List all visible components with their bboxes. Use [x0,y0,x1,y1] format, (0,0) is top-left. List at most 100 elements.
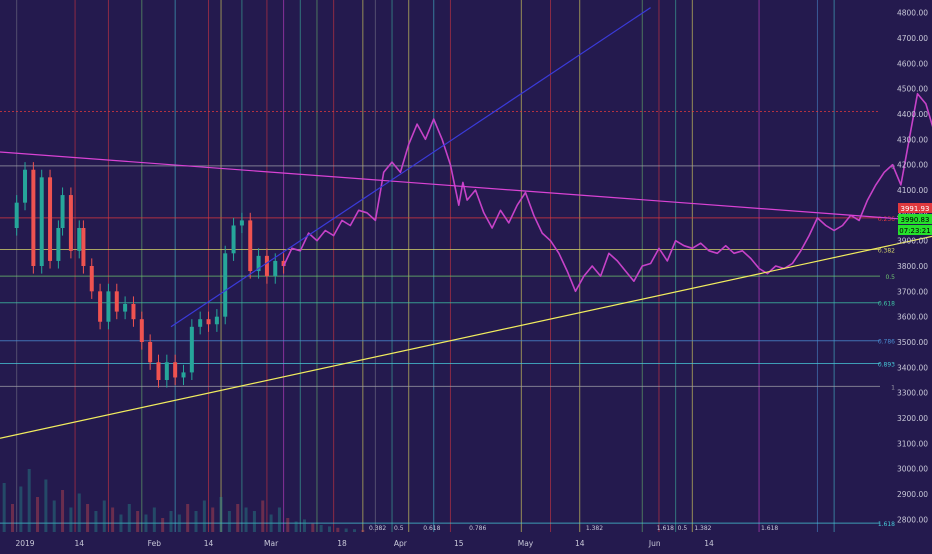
volume-bar [77,493,81,532]
candle-body [56,228,61,261]
volume-bar [127,504,131,532]
candle-body [206,319,211,325]
volume-bar [119,514,123,532]
candle-body [164,362,169,380]
candle-body [114,291,119,312]
y-tick-label: 4300.00 [897,135,928,144]
candle-body [123,304,128,312]
candle-body [214,316,219,325]
volume-bar [336,527,340,532]
fib-level-label: 1.618 [878,521,895,528]
candle-body [198,319,203,327]
candle-body [256,255,261,272]
candle-body [281,260,286,266]
volume-bar [2,483,6,532]
price-series-line [282,92,932,293]
volume-bar [286,518,290,532]
volume-bar [94,511,98,532]
candle-body [139,319,144,342]
volume-bar [244,507,248,532]
price-label-text: 3990.83 [901,216,930,224]
price-line [282,92,932,293]
vertical-fib-label: 1.618 [657,525,674,532]
volume-bar [269,514,273,532]
volume-bar [52,500,56,532]
candle-body [68,195,73,251]
x-tick-label: 14 [704,539,714,548]
candle-body [173,362,178,378]
fib-level-label: 0.786 [878,339,895,346]
candle-body [264,255,269,277]
y-tick-label: 3500.00 [897,338,928,347]
x-tick-label: May [518,539,534,548]
price-label-box [898,214,932,224]
x-tick-label: 15 [454,539,464,548]
volume-bar [177,514,181,532]
fib-level-label: 1 [891,384,895,391]
volume-bar [302,519,306,532]
volume-bar [136,511,140,532]
vertical-fib-label: 1.618 [761,525,778,532]
price-label-text: 07:23:21 [899,227,930,235]
x-tick-label: 2019 [15,539,34,548]
candle-body [181,372,186,378]
volume-bar [36,497,40,532]
x-tick-label: Feb [148,539,162,548]
volume-bar [152,507,156,532]
candle-body [39,177,44,266]
volume-bar [19,486,23,532]
volume-bar [186,504,190,532]
volume-bar [144,514,148,532]
vertical-fib-label: 0.618 [423,525,440,532]
volume-bar [11,504,15,532]
y-tick-label: 4700.00 [897,34,928,43]
x-tick-label: Jun [648,539,661,548]
x-tick-label: 14 [575,539,585,548]
volume-bar [202,500,206,532]
volume-bar [61,490,65,532]
volume-bar [294,521,298,532]
volume-bar [252,511,256,532]
candle-body [89,266,94,292]
candle-body [81,228,86,266]
price-label-box [898,203,932,213]
x-tick-label: 14 [204,539,214,548]
volume-bar [236,504,240,532]
volume-bar [161,518,165,532]
volume-bar [219,497,223,532]
y-axis: 2800.00 2900.00 3000.00 3100.00 3200.00 3300.… [897,9,928,525]
vertical-fib-label: 0.382 [369,525,386,532]
candle-body [156,362,161,380]
x-tick-label: 14 [74,539,84,548]
volume-bar [194,511,198,532]
candle-body [231,225,236,254]
fib-level-label: 0.236 [878,216,895,223]
volume-bar [319,525,323,532]
vertical-fib-label: 0.5 [394,525,404,532]
x-axis: 2019 14 Feb 14 Mar 18 Apr 15 May 14 Jun 14 [15,539,714,548]
volume-bar [344,528,348,532]
vertical-fib-label: 0.786 [469,525,486,532]
candle-body [248,220,253,272]
y-tick-label: 2900.00 [897,490,928,499]
vertical-fib-label: 0.5 [678,525,688,532]
candle-body [14,202,19,228]
volume-bar [227,511,231,532]
volume-bar [111,507,115,532]
fib-level-label: 0.618 [878,301,895,308]
vertical-fib-label: 1.382 [694,525,711,532]
candle-body [48,177,53,261]
x-tick-label: 18 [337,539,347,548]
volume-bar [69,507,73,532]
candle-body [23,169,28,203]
y-tick-label: 3600.00 [897,313,928,322]
candle-body [223,253,228,317]
candle-body [60,195,65,228]
volume-bar [27,469,31,532]
y-tick-label: 2800.00 [897,515,928,524]
volume-bar [44,479,48,532]
vertical-cycle-lines [16,0,835,532]
